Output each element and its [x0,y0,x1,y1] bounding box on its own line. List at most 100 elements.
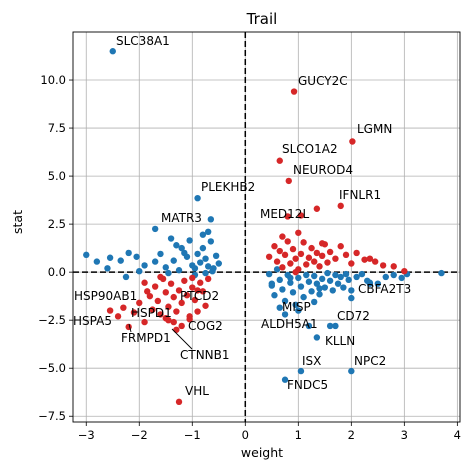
data-point [199,288,207,295]
data-point [379,262,387,269]
data-point [295,307,302,314]
data-point [348,367,355,375]
annotation-label: ALDH5A1 [261,317,318,331]
data-point [265,253,273,260]
data-point [281,297,289,305]
data-point [165,269,172,277]
axis-ticks: −3 −2 −1 0 1 2 3 4 −7.5 −5.0 −2.5 0.0 2.5 5.0 7.5 10.0 [38,73,461,442]
data-point [398,274,405,282]
data-point [287,260,294,267]
data-point [173,326,180,333]
data-point [204,263,212,270]
data-point [316,285,323,292]
data-point [189,284,196,291]
data-point [284,238,291,245]
data-point [83,251,90,259]
data-point [120,304,127,311]
data-point [191,265,199,272]
data-point [345,276,352,284]
data-point [122,273,130,281]
data-point [167,280,175,287]
data-point [287,279,294,286]
annotation-label: COG2 [188,319,223,333]
data-point [337,273,344,281]
annotation-label: MISP [282,300,311,314]
data-point [199,231,207,238]
data-point [204,275,212,283]
data-point [358,270,366,278]
data-point [273,266,281,273]
data-point [279,264,286,271]
data-point [326,277,334,284]
data-point [114,313,122,320]
data-point [173,308,180,315]
annotation-label: HSPD1 [131,306,172,320]
data-point [141,279,148,286]
data-point [321,284,329,291]
y-tick-label: 0.0 [48,265,66,279]
data-point [165,316,172,324]
data-point [276,247,283,255]
data-point [186,316,193,323]
data-point [342,270,350,278]
data-point [157,311,164,318]
data-point [173,242,180,249]
annotation-label: HSPA5 [73,314,112,328]
data-point [324,259,331,266]
data-point [340,284,347,291]
annotation-label: MATR3 [161,211,202,225]
data-point [326,322,334,330]
data-point [125,323,132,331]
data-point [284,213,291,220]
data-point [276,304,283,311]
data-point [279,286,286,293]
data-point [207,238,215,245]
data-point [202,255,209,262]
data-point [144,288,151,295]
data-point [438,269,445,277]
annotations: SLC38A1 GUCY2C LGMN SLCO1A2 NEUROD4 IFNLR1 MED… [73,34,411,398]
data-point [136,267,143,275]
data-point [371,258,379,265]
annotation-label: CBFA2T3 [358,282,411,296]
data-point [93,258,101,265]
data-point [318,275,326,283]
data-point [167,235,175,242]
data-point [305,322,313,330]
data-point [281,251,289,259]
x-tick-label: 0 [242,428,249,442]
data-point [104,265,111,272]
data-point [292,255,299,262]
data-point [268,280,276,287]
data-point [332,322,339,330]
data-point [117,257,124,264]
data-point [191,296,199,304]
data-point [276,276,283,284]
annotation-label: IFNLR1 [339,188,381,202]
data-point [289,245,297,253]
data-point [175,267,183,274]
data-point [332,255,339,262]
data-point [154,297,162,305]
data-point [287,274,294,282]
data-point [183,292,191,299]
annotation-label: CTNNB1 [180,348,230,362]
data-point [181,277,188,284]
data-point [361,256,368,263]
x-tick-label: 3 [401,428,408,442]
data-point [366,255,374,262]
data-point [348,287,355,294]
data-point [300,239,307,246]
data-point [332,271,339,279]
annotation-label: SLCO1A2 [282,142,338,156]
data-point [342,251,350,259]
data-point [141,262,148,269]
data-point [289,289,297,296]
data-point [175,287,183,294]
data-point [106,307,114,314]
data-point [133,253,140,260]
data-point [170,318,177,326]
data-point [401,267,408,275]
data-point [326,248,334,256]
x-tick-label: −3 [78,428,95,442]
